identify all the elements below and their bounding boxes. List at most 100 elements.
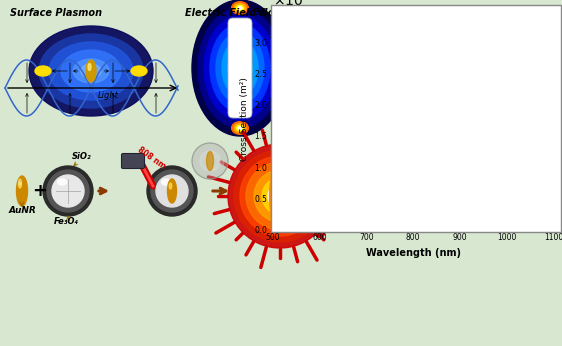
Ellipse shape [196,147,224,175]
Ellipse shape [57,179,66,185]
Ellipse shape [16,176,28,206]
Ellipse shape [277,183,280,193]
Ellipse shape [275,181,285,211]
FancyBboxPatch shape [409,100,441,174]
Ellipse shape [270,164,291,228]
Ellipse shape [262,178,298,214]
Sigma_ext [269,225,276,229]
Ellipse shape [246,162,314,230]
Sigma_ext [448,212,455,217]
Ellipse shape [161,179,170,185]
Ellipse shape [29,26,153,116]
Sigma_sca [433,202,439,207]
Y-axis label: Cross-Section (m²): Cross-Section (m²) [239,78,248,161]
Ellipse shape [234,124,246,133]
Ellipse shape [232,2,248,14]
Ellipse shape [234,150,326,242]
Sigma_ext [428,22,435,27]
Sigma_sca [440,208,447,212]
Ellipse shape [274,177,287,215]
Ellipse shape [131,66,147,76]
Sigma_abs [287,225,293,229]
Sigma_ext [511,224,518,228]
Line: Sigma_ext: Sigma_ext [273,25,554,227]
Line: Sigma_sca: Sigma_sca [273,204,554,228]
Ellipse shape [232,122,248,134]
Ellipse shape [47,170,89,212]
Text: AuNR: AuNR [8,206,36,215]
Ellipse shape [204,16,276,120]
Ellipse shape [268,184,292,208]
FancyBboxPatch shape [228,18,252,118]
Ellipse shape [192,143,228,179]
Ellipse shape [232,54,248,82]
Text: λ_SPR=840: λ_SPR=840 [343,123,419,141]
Ellipse shape [81,64,101,78]
X-axis label: Wavelength (nm): Wavelength (nm) [365,248,461,258]
Ellipse shape [254,170,306,222]
Ellipse shape [238,7,242,9]
Ellipse shape [206,152,214,171]
Ellipse shape [228,48,252,88]
Ellipse shape [200,151,220,171]
Ellipse shape [216,32,264,104]
Ellipse shape [234,3,246,12]
Text: Surface Plasmon: Surface Plasmon [10,8,102,18]
Text: +: + [33,182,48,200]
Ellipse shape [156,175,188,207]
Ellipse shape [61,50,121,92]
FancyBboxPatch shape [121,154,144,169]
Ellipse shape [237,125,243,131]
Ellipse shape [19,179,21,185]
Ellipse shape [238,127,242,129]
Sigma_ext [433,106,439,110]
Ellipse shape [222,40,258,96]
Ellipse shape [49,42,133,100]
Ellipse shape [415,85,435,107]
Sigma_abs [269,225,276,229]
Ellipse shape [273,172,288,220]
Ellipse shape [147,166,197,216]
Ellipse shape [19,182,21,188]
Ellipse shape [210,24,270,112]
Ellipse shape [73,59,109,83]
Sigma_abs [550,225,557,229]
Sigma_abs [440,200,447,204]
Line: Sigma_abs: Sigma_abs [273,69,554,227]
Text: Electric Field Norm: Electric Field Norm [185,8,289,18]
Ellipse shape [240,156,320,236]
FancyBboxPatch shape [319,206,321,231]
Text: Light: Light [98,91,119,100]
Sigma_ext [440,192,447,196]
Text: SiO₂: SiO₂ [72,152,92,161]
Text: Fe₃O₄: Fe₃O₄ [53,217,79,226]
Sigma_sca [448,216,455,220]
Ellipse shape [88,64,91,71]
Sigma_sca [483,225,490,229]
Ellipse shape [151,170,193,212]
Sigma_sca [550,226,557,230]
Sigma_sca [432,202,439,207]
FancyBboxPatch shape [316,193,324,235]
Sigma_sca [269,226,276,230]
Sigma_ext [287,225,293,229]
Ellipse shape [198,8,282,128]
Ellipse shape [167,179,176,203]
Sigma_abs [483,224,490,228]
Ellipse shape [228,144,332,248]
Sigma_abs [433,132,439,136]
Sigma_abs [448,216,455,220]
Ellipse shape [52,175,84,207]
Ellipse shape [35,66,51,76]
Sigma_abs [511,225,518,229]
Sigma_sca [287,226,293,230]
Sigma_ext [483,223,490,227]
Sigma_sca [511,226,518,230]
Legend: Sigma_abs, Sigma_sca, Sigma_ext: Sigma_abs, Sigma_sca, Sigma_ext [488,14,550,52]
Ellipse shape [169,183,172,189]
Text: 808 nm: 808 nm [137,145,167,171]
Ellipse shape [315,228,324,237]
Ellipse shape [86,60,96,82]
Sigma_ext [550,225,557,229]
Ellipse shape [43,166,93,216]
